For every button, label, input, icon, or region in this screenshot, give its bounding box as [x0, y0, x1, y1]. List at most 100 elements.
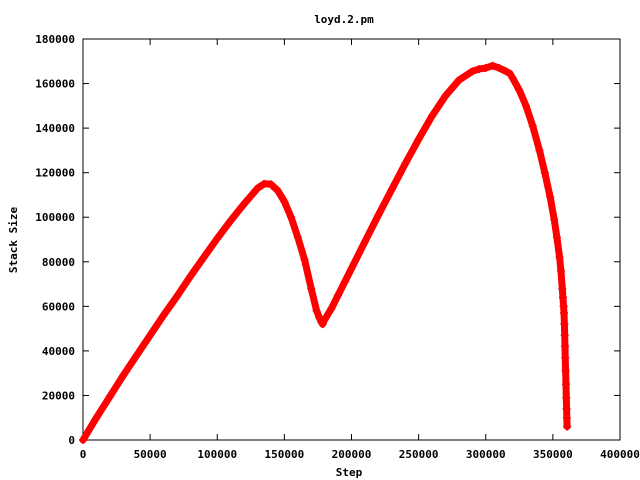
data-point — [561, 366, 570, 375]
y-tick-labels: 0 20000 40000 60000 80000 100000 120000 140000 1… — [35, 33, 75, 447]
data-point — [562, 413, 571, 422]
x-tick-label: 350000 — [533, 448, 573, 461]
y-tick-label: 180000 — [35, 33, 75, 46]
x-tick-label: 50000 — [134, 448, 167, 461]
data-point — [240, 199, 249, 208]
data-point — [246, 192, 255, 201]
data-point — [428, 111, 437, 120]
data-point — [550, 215, 559, 224]
data-point — [213, 234, 222, 243]
data-point — [546, 193, 555, 202]
data-point — [172, 292, 181, 301]
data-point — [360, 237, 369, 246]
y-tick-label: 120000 — [35, 167, 75, 180]
data-point — [119, 371, 128, 380]
y-tick-label: 20000 — [42, 389, 75, 402]
series-layer — [79, 61, 572, 444]
x-tick-label: 400000 — [600, 448, 640, 461]
data-point — [266, 180, 275, 189]
plot-frame — [82, 38, 621, 441]
data-point — [307, 284, 316, 293]
data-point — [560, 320, 569, 329]
data-point — [105, 392, 114, 401]
data-point — [468, 67, 477, 76]
data-point — [562, 404, 571, 413]
data-point — [132, 351, 141, 360]
y-tick-label: 40000 — [42, 345, 75, 358]
data-point — [374, 210, 383, 219]
data-point — [560, 309, 569, 318]
x-tick-label: 300000 — [466, 448, 506, 461]
data-point — [454, 76, 463, 85]
data-point — [508, 73, 517, 82]
x-tick-label: 150000 — [265, 448, 305, 461]
data-point — [505, 69, 514, 78]
data-point — [495, 63, 504, 72]
data-point — [558, 293, 567, 302]
data-point — [555, 253, 564, 262]
data-series-band — [79, 62, 571, 444]
data-point — [562, 393, 571, 402]
data-point — [92, 413, 101, 422]
data-point — [280, 197, 289, 206]
data-point — [441, 91, 450, 100]
data-point — [287, 213, 296, 222]
data-point — [293, 233, 302, 242]
data-point — [560, 342, 569, 351]
data-point — [414, 135, 423, 144]
y-tick-label: 80000 — [42, 256, 75, 269]
data-point — [559, 302, 568, 311]
data-point — [401, 159, 410, 168]
data-point — [515, 86, 524, 95]
y-tick-label: 100000 — [35, 211, 75, 224]
data-point — [560, 331, 569, 340]
data-point — [528, 121, 537, 130]
y-tick-label: 0 — [68, 434, 75, 447]
data-point — [540, 168, 549, 177]
x-tick-label: 100000 — [197, 448, 237, 461]
data-point — [186, 272, 195, 281]
data-point — [347, 264, 356, 273]
data-point — [475, 65, 484, 74]
data-point — [318, 320, 327, 329]
data-point — [300, 255, 309, 264]
data-point — [253, 184, 262, 193]
data-point — [481, 63, 490, 72]
data-point — [387, 185, 396, 194]
data-point — [558, 284, 567, 293]
data-point — [273, 186, 282, 195]
data-point — [320, 315, 329, 324]
data-point — [146, 331, 155, 340]
x-tick-label: 200000 — [332, 448, 372, 461]
data-point — [312, 306, 321, 315]
chart-title: loyd.2.pm — [314, 13, 374, 26]
data-point — [488, 61, 497, 70]
data-point — [563, 422, 572, 431]
x-tick-labels: 0 50000 100000 150000 200000 250000 300000 3500… — [80, 448, 640, 461]
data-point — [535, 146, 544, 155]
data-point — [522, 101, 531, 110]
data-point — [199, 253, 208, 262]
y-axis-label: Stack Size — [7, 207, 20, 274]
data-point — [315, 313, 324, 322]
data-point — [561, 353, 570, 362]
x-axis-label: Step — [336, 466, 363, 479]
data-point — [226, 216, 235, 225]
y-tick-label: 140000 — [35, 122, 75, 135]
y-tick-label: 60000 — [42, 300, 75, 313]
data-point — [562, 380, 571, 389]
x-tick-label: 250000 — [399, 448, 439, 461]
data-point — [79, 436, 87, 444]
data-point — [260, 179, 269, 188]
data-point — [556, 266, 565, 275]
data-point — [340, 277, 349, 286]
tick-marks — [82, 38, 621, 441]
data-point — [159, 311, 168, 320]
data-point — [334, 291, 343, 300]
data-point — [552, 233, 561, 242]
x-tick-label: 0 — [80, 448, 87, 461]
y-tick-label: 160000 — [35, 78, 75, 91]
data-point — [501, 67, 510, 76]
data-point — [327, 304, 336, 313]
